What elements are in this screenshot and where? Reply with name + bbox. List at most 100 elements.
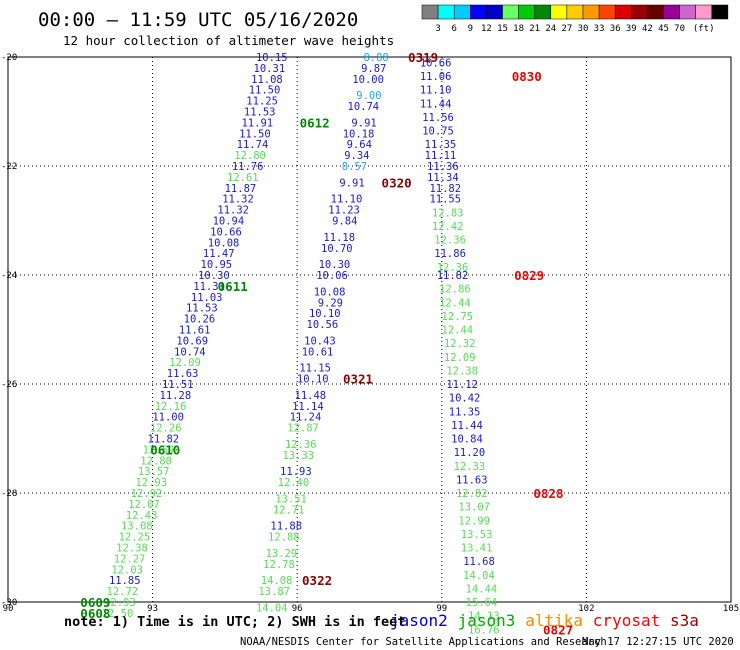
data-point: 12.07 xyxy=(128,499,160,511)
data-point: 11.34 xyxy=(427,172,459,184)
time-label: 0827 xyxy=(543,622,573,637)
data-point: 14.04 xyxy=(463,570,495,582)
data-point: 10.74 xyxy=(348,101,380,113)
scale-label: 12 xyxy=(481,24,492,34)
data-point: 11.74 xyxy=(237,139,269,151)
data-point: 10.56 xyxy=(307,319,339,331)
satellite-label-s3a: s3a xyxy=(670,611,699,630)
data-point: 10.42 xyxy=(449,393,481,405)
data-point: 10.43 xyxy=(304,335,336,347)
y-tick-label: -28 xyxy=(1,489,17,499)
scale-swatch xyxy=(421,4,439,20)
satellite-legend: jason2 jason3 altika cryosat s3a xyxy=(390,611,699,630)
satellite-label-jason2: jason2 xyxy=(390,611,448,630)
data-point: 11.61 xyxy=(179,325,211,337)
data-point: 11.36 xyxy=(427,161,459,173)
scale-swatch xyxy=(663,4,680,20)
scale-label: 36 xyxy=(610,24,621,34)
plot-frame xyxy=(7,56,732,603)
data-point: 15.64 xyxy=(466,597,498,609)
scale-label: 39 xyxy=(626,24,637,34)
data-point: 10.69 xyxy=(176,335,208,347)
data-point: 12.82 xyxy=(456,488,488,500)
data-point: 11.00 xyxy=(152,412,184,424)
y-tick-label: -20 xyxy=(1,53,17,63)
data-point: 12.87 xyxy=(287,423,319,435)
data-point: 10.10 xyxy=(309,308,341,320)
data-point: 11.23 xyxy=(328,205,360,217)
scale-swatch xyxy=(437,4,455,20)
data-point: 11.44 xyxy=(420,98,452,110)
scale-label: 21 xyxy=(529,24,540,34)
x-tick-label: 90 xyxy=(3,604,14,614)
scale-swatch xyxy=(679,4,696,20)
data-point: 10.06 xyxy=(316,270,348,282)
data-point: 10.00 xyxy=(352,74,384,86)
data-point: 12.99 xyxy=(458,515,490,527)
satellite-label-cryosat: cryosat xyxy=(593,611,660,630)
data-point: 12.93 xyxy=(104,597,136,609)
data-point: 12.09 xyxy=(169,357,201,369)
data-point: 11.55 xyxy=(429,194,461,206)
data-point: 11.63 xyxy=(456,474,488,486)
data-point: 9.84 xyxy=(332,216,357,228)
data-point: 14.13 xyxy=(468,611,500,623)
data-point: 10.75 xyxy=(422,126,454,138)
scale-swatch xyxy=(711,4,729,20)
scale-label: 9 xyxy=(468,24,473,34)
data-point: 10.66 xyxy=(210,226,242,238)
data-point: 10.94 xyxy=(213,216,245,228)
data-point: 12.27 xyxy=(114,553,146,565)
time-label: 0319 xyxy=(408,50,438,65)
data-point: 12.59 xyxy=(143,444,175,456)
scale-swatch xyxy=(518,4,535,20)
data-point: 10.26 xyxy=(184,314,216,326)
data-point: 8.57 xyxy=(342,161,367,173)
data-point: 11.51 xyxy=(162,379,194,391)
data-point: 11.18 xyxy=(323,232,355,244)
page-subtitle: 12 hour collection of altimeter wave hei… xyxy=(63,33,394,48)
data-point: 13.33 xyxy=(282,450,314,462)
data-point: 11.24 xyxy=(290,412,322,424)
plot-grid xyxy=(8,57,731,602)
y-tick-label: -22 xyxy=(1,162,17,172)
page-title: 00:00 – 11:59 UTC 05/16/2020 xyxy=(38,9,358,31)
time-label: 0828 xyxy=(533,486,563,501)
time-label: 0321 xyxy=(343,372,373,387)
data-point: 11.82 xyxy=(437,270,469,282)
data-point: 10.70 xyxy=(321,243,353,255)
data-point: 11.50 xyxy=(249,85,281,97)
data-point: 10.15 xyxy=(256,52,288,64)
scale-swatch xyxy=(453,4,471,20)
data-point: 12.93 xyxy=(135,477,167,489)
footer-note: note: 1) Time is in UTC; 2) SWH is in fe… xyxy=(64,614,405,630)
scale-label: 3 xyxy=(435,24,440,34)
scale-label: 33 xyxy=(594,24,605,34)
y-tick-labels: -20 -22 -24 -26 -28 -30 xyxy=(1,53,17,608)
satellite-label-jason3: jason3 xyxy=(458,611,516,630)
data-point: 9.34 xyxy=(344,150,369,162)
data-point: 12.38 xyxy=(446,365,478,377)
data-point: 11.03 xyxy=(191,292,223,304)
data-point: 10.74 xyxy=(174,346,206,358)
data-point: 9.00 xyxy=(356,90,381,102)
scale-swatch xyxy=(614,4,632,20)
data-point: 12.36 xyxy=(434,235,466,247)
data-point: 12.38 xyxy=(116,543,148,555)
data-point: 13.53 xyxy=(461,529,493,541)
x-tick-label: 93 xyxy=(147,604,158,614)
data-point: 12.33 xyxy=(454,461,486,473)
data-point: 13.87 xyxy=(258,586,290,598)
data-point: 12.44 xyxy=(442,325,474,337)
data-point: 11.68 xyxy=(463,556,495,568)
data-point: 8.88 xyxy=(363,52,388,64)
data-point: 11.47 xyxy=(203,248,235,260)
scale-label: 18 xyxy=(513,24,524,34)
data-point: 13.08 xyxy=(121,521,153,533)
scale-label: 27 xyxy=(561,24,572,34)
scale-label: 30 xyxy=(578,24,589,34)
scale-swatch xyxy=(631,4,648,20)
data-point: 12.61 xyxy=(227,172,259,184)
data-point: 11.82 xyxy=(148,434,180,446)
